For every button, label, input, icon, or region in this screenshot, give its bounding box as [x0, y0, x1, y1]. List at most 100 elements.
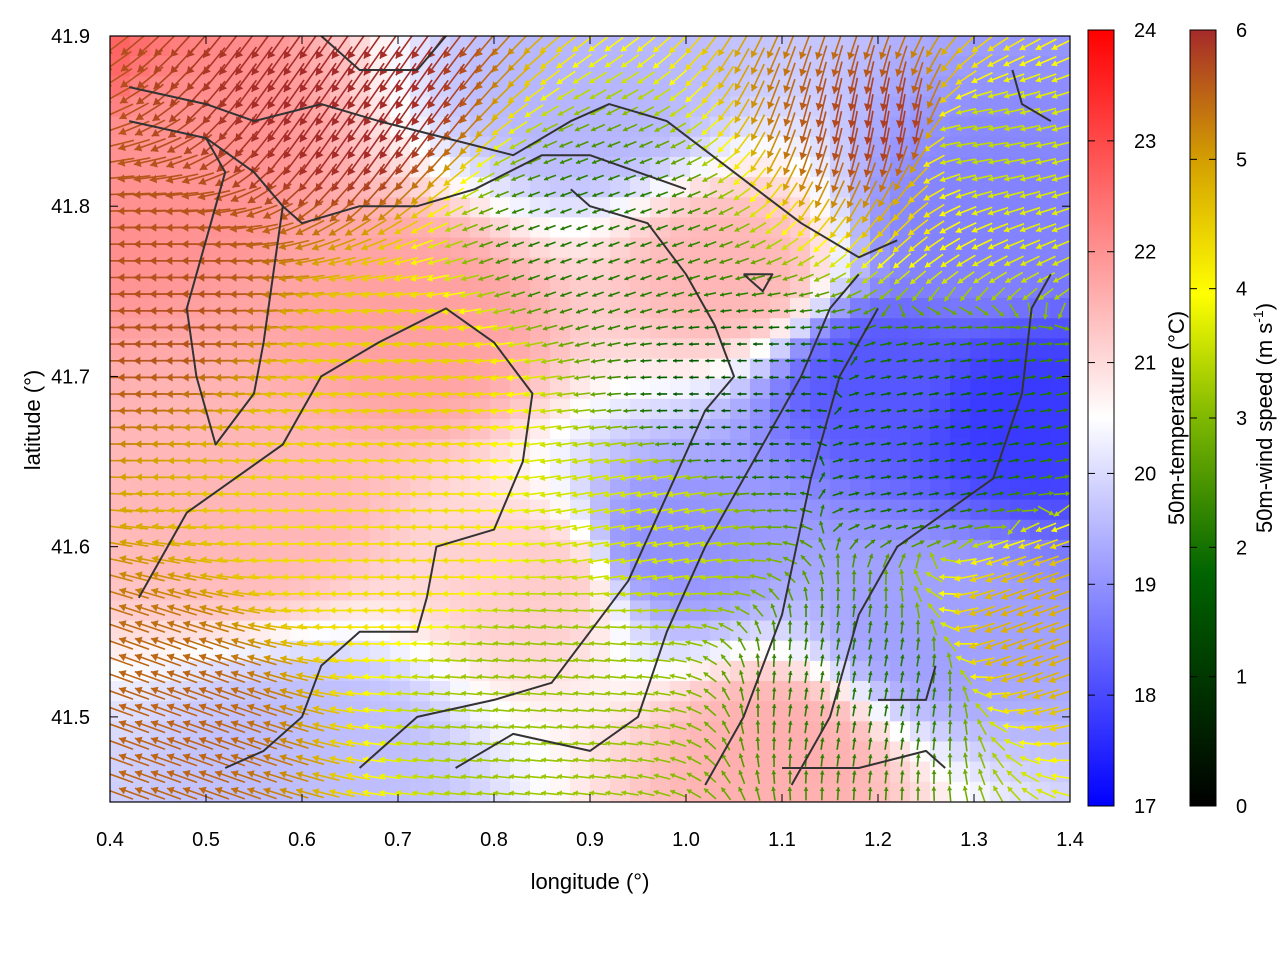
temperature-cell: [610, 439, 631, 460]
temperature-cell: [130, 459, 151, 481]
temperature-cell: [650, 257, 671, 279]
temperature-cell: [650, 277, 671, 299]
temperature-cell: [530, 761, 551, 783]
temperature-cell: [950, 36, 971, 57]
temperature-cell: [830, 277, 851, 299]
temperature-cell: [610, 479, 631, 501]
temperature-cell: [450, 156, 471, 178]
temperature-cell: [750, 76, 771, 98]
temperature-cell: [710, 419, 731, 440]
temperature-cell: [730, 600, 751, 622]
temperature-cell: [430, 640, 451, 662]
temperature-cell: [430, 217, 451, 239]
temperature-cell: [1010, 681, 1031, 702]
temperature-cell: [670, 318, 691, 339]
temperature-cell: [830, 156, 851, 178]
temperature-cell: [950, 741, 971, 763]
temperature-cell: [390, 519, 411, 541]
temperature-cell: [330, 681, 351, 702]
temperature-cell: [150, 519, 171, 541]
temperature-cell: [490, 318, 511, 339]
temperature-cell: [250, 560, 271, 581]
temperature-cell: [370, 257, 391, 279]
temperature-cell: [910, 419, 931, 440]
temperature-cell: [890, 439, 911, 460]
temperature-cell: [530, 580, 551, 602]
temperature-cell: [670, 620, 691, 642]
temperature-cell: [990, 136, 1011, 158]
temperature-cell: [470, 36, 491, 57]
temperature-cell: [890, 539, 911, 561]
temperature-cell: [510, 217, 531, 239]
temperature-cell: [750, 721, 771, 743]
temperature-cell: [630, 358, 651, 380]
temperature-cell: [1030, 358, 1051, 380]
temperature-cell: [310, 439, 331, 460]
temperature-cell: [730, 156, 751, 178]
temperature-cell: [670, 358, 691, 380]
temperature-cell: [150, 298, 171, 319]
temperature-cell: [1010, 217, 1031, 239]
temperature-cell: [450, 298, 471, 319]
temperature-cell: [990, 378, 1011, 400]
temperature-cell: [850, 580, 871, 602]
temperature-cell: [950, 519, 971, 541]
temperature-cell: [570, 459, 591, 481]
temperature-cell: [890, 620, 911, 642]
temperature-cell: [670, 761, 691, 783]
temperature-cell: [570, 479, 591, 501]
temperature-cell: [890, 600, 911, 622]
temperature-cell: [710, 580, 731, 602]
temperature-cell: [790, 459, 811, 481]
temperature-cell: [910, 378, 931, 400]
temperature-cell: [610, 660, 631, 682]
temperature-cell: [510, 519, 531, 541]
temperature-cell: [570, 398, 591, 420]
temperature-cell: [790, 600, 811, 622]
temperature-cell: [710, 318, 731, 339]
temperature-cell: [1050, 36, 1070, 57]
temperature-cell: [770, 96, 791, 118]
temperature-cell: [850, 660, 871, 682]
temperature-cell: [570, 156, 591, 178]
temperature-cell: [390, 298, 411, 319]
temperature-cell: [870, 519, 891, 541]
temperature-cell: [970, 378, 991, 400]
temperature-cell: [1010, 136, 1031, 158]
temperature-cell: [930, 338, 951, 360]
temperature-cell: [230, 580, 251, 602]
temperature-cell: [750, 701, 771, 722]
temperature-cell: [1050, 116, 1070, 138]
temperature-cell: [590, 298, 611, 319]
temperature-cell: [330, 358, 351, 380]
temperature-cell: [690, 580, 711, 602]
temperature-cell: [710, 378, 731, 400]
temperature-cell: [890, 257, 911, 279]
temperature-cell: [1010, 479, 1031, 501]
temperature-cell: [370, 439, 391, 460]
temperature-cell: [130, 701, 151, 722]
temperature-cell: [230, 600, 251, 622]
temperature-cell: [850, 257, 871, 279]
temperature-cell: [290, 338, 311, 360]
temperature-cell: [1030, 600, 1051, 622]
temperature-cell: [930, 116, 951, 138]
temperature-cell: [910, 459, 931, 481]
temperature-cell: [590, 177, 611, 198]
temperature-cell: [150, 419, 171, 440]
temperature-cell: [690, 701, 711, 722]
temperature-cell: [630, 197, 651, 219]
temperature-cell: [910, 640, 931, 662]
temperature-cell: [630, 257, 651, 279]
temperature-cell: [590, 318, 611, 339]
temperature-cell: [110, 358, 131, 380]
temperature-cell: [890, 580, 911, 602]
temperature-cell: [950, 761, 971, 783]
temperature-cell: [490, 257, 511, 279]
temperature-cell: [290, 539, 311, 561]
temperature-cell: [330, 580, 351, 602]
temperature-cell: [170, 156, 191, 178]
temperature-cell: [430, 398, 451, 420]
temperature-cell: [150, 479, 171, 501]
